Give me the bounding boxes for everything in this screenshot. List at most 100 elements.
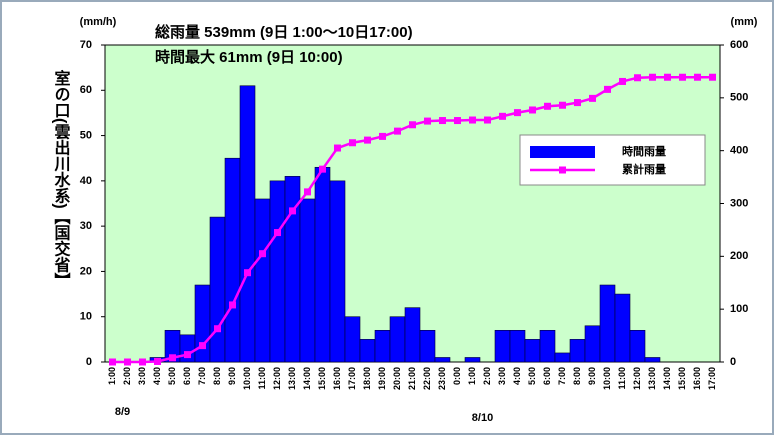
legend-swatch — [530, 146, 595, 158]
x-tick-label: 5:00 — [527, 367, 537, 385]
line-marker — [529, 106, 536, 114]
y-tick-label: 30 — [80, 220, 92, 232]
legend-box — [519, 134, 706, 186]
line-marker — [379, 132, 386, 140]
x-tick-label: 16:00 — [332, 367, 342, 390]
line-marker — [319, 165, 326, 173]
x-tick-label: 14:00 — [302, 367, 312, 390]
y-tick-label: 10 — [80, 311, 92, 323]
x-tick-label: 7:00 — [557, 367, 567, 385]
bar — [569, 339, 586, 363]
chart-title: 総雨量 539mm (9日 1:00～10日17:00) — [155, 23, 413, 41]
line-marker — [484, 116, 491, 124]
x-tick-label: 4:00 — [152, 367, 162, 385]
x-tick-label: 3:00 — [497, 367, 507, 385]
y2-tick-label: 600 — [730, 39, 748, 51]
line-marker — [109, 358, 116, 366]
y2-tick-label: 0 — [730, 356, 736, 368]
y-tick-label: 70 — [80, 39, 92, 51]
x-tick-label: 15:00 — [317, 367, 327, 390]
y2-tick-label: 500 — [730, 92, 748, 104]
x-tick-label: 14:00 — [662, 367, 672, 390]
line-marker — [259, 250, 266, 258]
x-tick-label: 21:00 — [407, 367, 417, 390]
y-tick-label: 20 — [80, 265, 92, 277]
line-marker — [439, 117, 446, 125]
line-marker — [499, 112, 506, 120]
bar — [209, 216, 226, 363]
x-tick-label: 13:00 — [287, 367, 297, 390]
line-marker — [394, 127, 401, 135]
bar — [524, 339, 541, 363]
x-tick-label: 7:00 — [197, 367, 207, 385]
bar — [539, 329, 556, 363]
line-marker — [709, 73, 716, 81]
x-tick-label: 1:00 — [107, 367, 117, 385]
line-marker — [679, 73, 686, 81]
y-tick-label: 50 — [80, 129, 92, 141]
x-tick-label: 4:00 — [512, 367, 522, 385]
bar — [329, 180, 346, 363]
bar — [614, 293, 631, 363]
y2-tick-label: 200 — [730, 250, 748, 262]
x-tick-label: 12:00 — [632, 367, 642, 390]
y-tick-label: 0 — [86, 356, 92, 368]
line-marker — [169, 354, 176, 362]
x-tick-label: 10:00 — [602, 367, 612, 390]
x-tick-label: 17:00 — [347, 367, 357, 390]
bar — [584, 325, 601, 363]
y2-tick-label: 100 — [730, 303, 748, 315]
line-marker — [274, 229, 281, 237]
x-tick-label: 2:00 — [482, 367, 492, 385]
legend-swatch — [559, 166, 566, 174]
line-marker — [589, 94, 596, 102]
x-tick-label: 16:00 — [692, 367, 702, 390]
x-tick-label: 23:00 — [437, 367, 447, 390]
x-tick-label: 12:00 — [272, 367, 282, 390]
y-axis-label: (mm/h) — [80, 16, 117, 28]
bar — [509, 329, 526, 363]
y-tick-label: 40 — [80, 175, 92, 187]
line-marker — [649, 73, 656, 81]
line-marker — [199, 342, 206, 350]
line-marker — [334, 144, 341, 152]
y2-axis-label: (mm) — [731, 16, 758, 28]
y2-tick-label: 300 — [730, 197, 748, 209]
line-marker — [619, 77, 626, 85]
line-marker — [694, 73, 701, 81]
line-marker — [604, 85, 611, 93]
line-marker — [124, 358, 131, 366]
line-marker — [349, 139, 356, 147]
x-tick-label: 15:00 — [677, 367, 687, 390]
x-tick-label: 6:00 — [182, 367, 192, 385]
x-tick-label: 22:00 — [422, 367, 432, 390]
line-marker — [229, 301, 236, 309]
line-marker — [139, 358, 146, 366]
line-marker — [154, 357, 161, 365]
x-tick-label: 8:00 — [212, 367, 222, 385]
line-marker — [469, 116, 476, 124]
x-tick-label: 11:00 — [257, 367, 267, 390]
bar — [644, 357, 661, 363]
bar — [374, 329, 391, 363]
x-tick-label: 9:00 — [227, 367, 237, 385]
x-tick-label: 6:00 — [542, 367, 552, 385]
legend-label: 累計雨量 — [622, 162, 666, 176]
chart-subtitle: 時間最大 61mm (9日 10:00) — [155, 48, 343, 66]
y2-tick-label: 400 — [730, 145, 748, 157]
x-tick-label: 20:00 — [392, 367, 402, 390]
line-marker — [289, 207, 296, 215]
line-marker — [409, 121, 416, 129]
x-tick-label: 2:00 — [122, 367, 132, 385]
legend-label: 時間雨量 — [622, 144, 666, 158]
line-marker — [364, 136, 371, 144]
line-marker — [559, 101, 566, 109]
bar — [494, 329, 511, 363]
line-marker — [244, 269, 251, 277]
x-tick-label: 9:00 — [587, 367, 597, 385]
x-tick-label: 5:00 — [167, 367, 177, 385]
line-marker — [214, 325, 221, 333]
bar — [269, 180, 286, 363]
bar — [629, 329, 646, 363]
